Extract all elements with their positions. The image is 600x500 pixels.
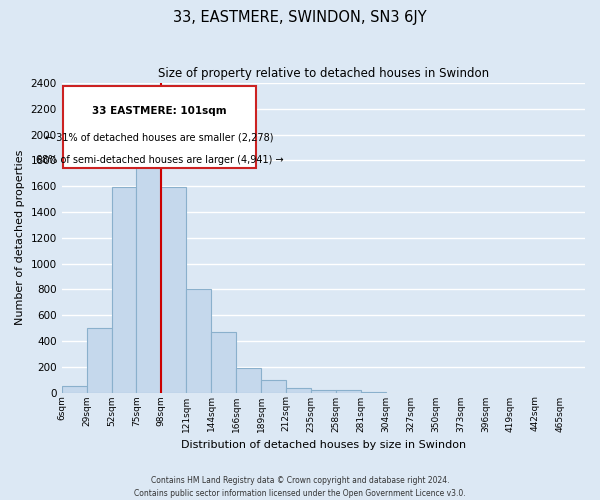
Bar (211, 332, 236, 392)
Bar (136, 140, 161, 392)
X-axis label: Distribution of detached houses by size in Swindon: Distribution of detached houses by size … (181, 440, 466, 450)
Bar (112, 188, 136, 392)
Text: Contains HM Land Registry data © Crown copyright and database right 2024.
Contai: Contains HM Land Registry data © Crown c… (134, 476, 466, 498)
Bar (236, 368, 261, 392)
Bar (311, 390, 336, 392)
Text: 33 EASTMERE: 101sqm: 33 EASTMERE: 101sqm (92, 106, 227, 117)
Bar (86, 328, 112, 392)
Text: 68% of semi-detached houses are larger (4,941) →: 68% of semi-detached houses are larger (… (35, 156, 283, 166)
Title: Size of property relative to detached houses in Swindon: Size of property relative to detached ho… (158, 68, 489, 80)
Bar (161, 188, 186, 392)
Text: ← 31% of detached houses are smaller (2,278): ← 31% of detached houses are smaller (2,… (45, 132, 274, 142)
Bar (286, 388, 311, 392)
FancyBboxPatch shape (63, 86, 256, 168)
Y-axis label: Number of detached properties: Number of detached properties (15, 150, 25, 326)
Bar (62, 386, 86, 392)
Bar (186, 290, 211, 393)
Bar (261, 380, 286, 392)
Bar (336, 390, 361, 392)
Text: 33, EASTMERE, SWINDON, SN3 6JY: 33, EASTMERE, SWINDON, SN3 6JY (173, 10, 427, 25)
